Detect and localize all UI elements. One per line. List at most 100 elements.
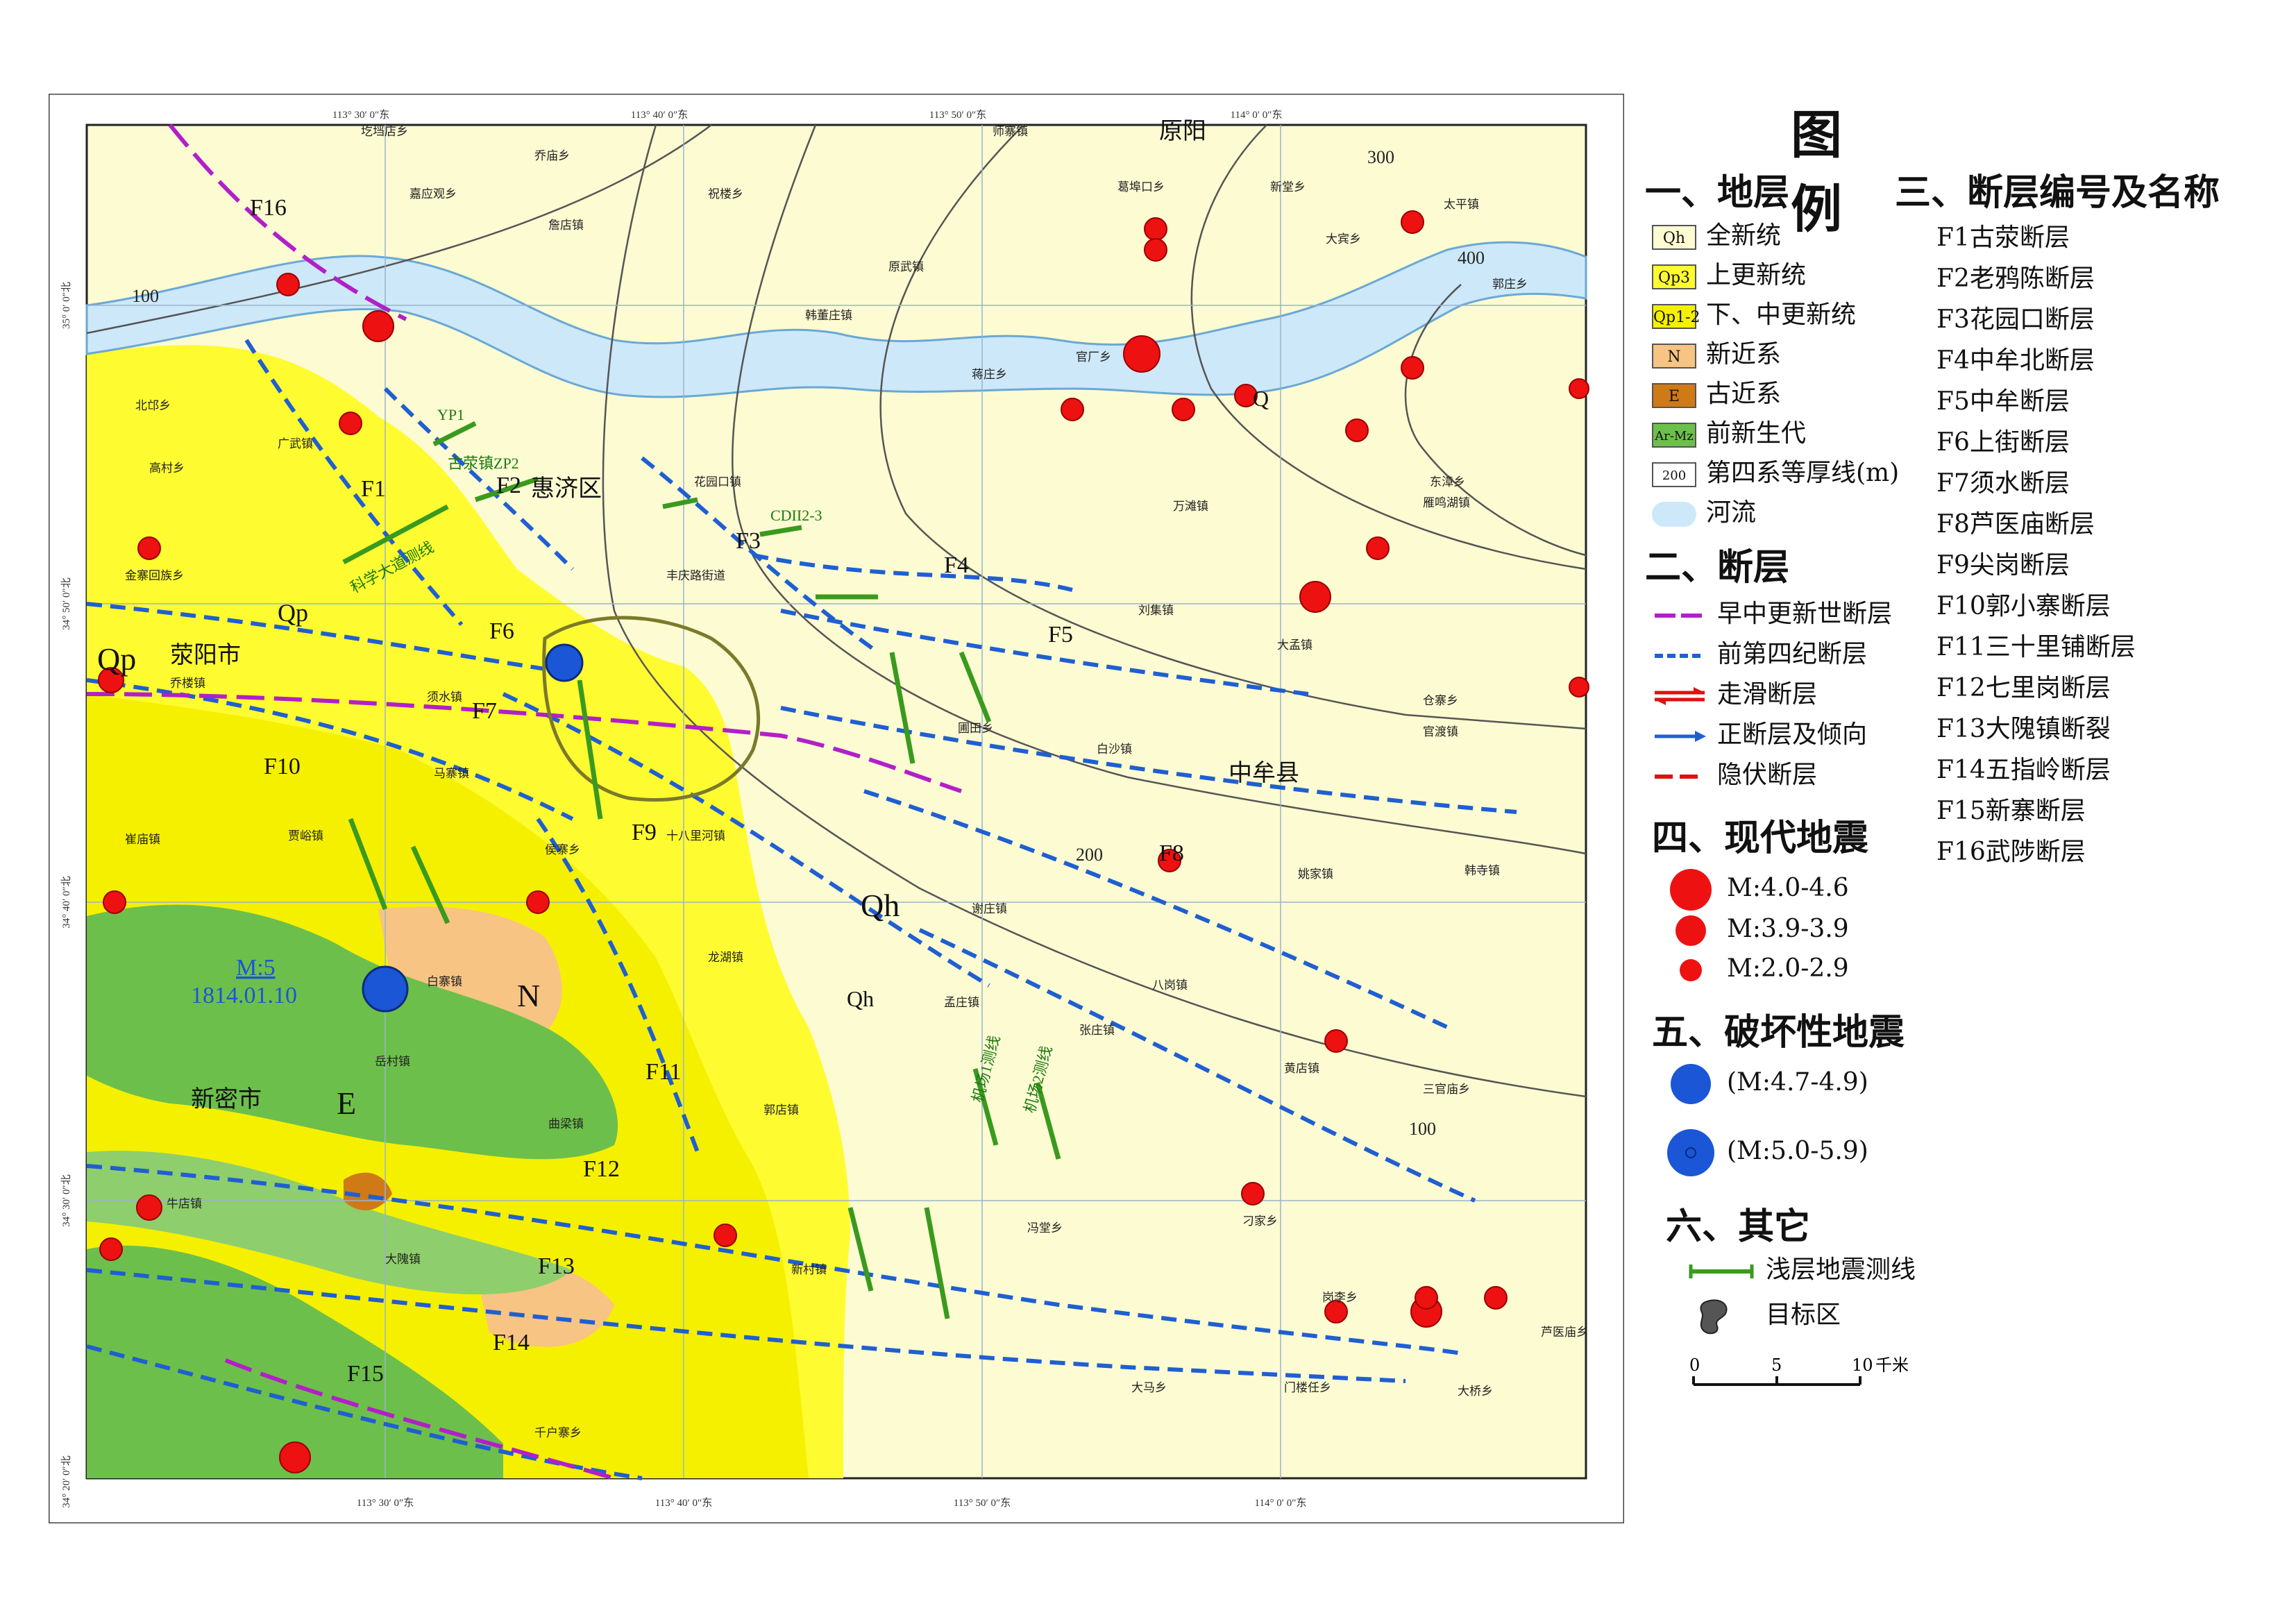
swatch-n: N bbox=[1652, 344, 1696, 369]
red-quake-large-icon bbox=[1670, 869, 1712, 911]
strata-label: 新近系 bbox=[1706, 340, 1782, 369]
town-label: 冯堂乡 bbox=[1027, 1221, 1063, 1235]
formation-qp-2: Qp bbox=[97, 641, 136, 677]
fault-name-f15: F15新寨断层 bbox=[1936, 797, 2086, 825]
fault-f3 bbox=[641, 456, 879, 654]
strike-slip-icon bbox=[1655, 687, 1705, 705]
section-other: 六、其它 bbox=[1666, 1206, 1811, 1248]
town-label: 原武镇 bbox=[888, 260, 924, 273]
survey-label-zp2: 古荥镇ZP2 bbox=[448, 455, 519, 472]
fault-name-f8: F8芦医庙断层 bbox=[1936, 510, 2095, 539]
purple-line-icon bbox=[1655, 614, 1705, 618]
town-label: 龙湖镇 bbox=[708, 951, 743, 964]
strata-label: 全新统 bbox=[1706, 221, 1782, 250]
fault-label-f13: F13 bbox=[538, 1253, 575, 1279]
fault-name-f5: F5中牟断层 bbox=[1936, 387, 2070, 416]
contour-label-300: 300 bbox=[1367, 147, 1394, 167]
city-xingyang: 荥阳市 bbox=[170, 642, 241, 668]
town-label: 大隗镇 bbox=[385, 1253, 421, 1266]
fault-f8 bbox=[863, 789, 1449, 1029]
red-dash-line-icon bbox=[1655, 775, 1705, 779]
town-label: 大马乡 bbox=[1131, 1381, 1167, 1394]
quake-item-medium: M:3.9-3.9 bbox=[1666, 913, 1849, 949]
survey-line-icon bbox=[1689, 1264, 1754, 1278]
town-label: 广武镇 bbox=[278, 437, 313, 450]
fault-label-f7: F7 bbox=[472, 698, 497, 724]
fault-item-purple: 早中更新世断层 bbox=[1652, 593, 1892, 629]
early-middle-pleistocene-faults bbox=[86, 124, 962, 1480]
lon-label-b1: 113° 30′ 0″东 bbox=[357, 1497, 414, 1509]
fault-name-f11: F11三十里铺断层 bbox=[1936, 633, 2136, 661]
town-label: 乔庙乡 bbox=[534, 149, 570, 162]
town-label: 谢庄镇 bbox=[972, 902, 1007, 915]
fault-label-f6: F6 bbox=[489, 618, 514, 644]
town-label: 詹店镇 bbox=[548, 219, 584, 232]
town-label: 圪垱店乡 bbox=[361, 125, 408, 138]
quake-label: (M:5.0-5.9) bbox=[1727, 1137, 1868, 1165]
quake-label: M:3.9-3.9 bbox=[1727, 915, 1849, 943]
town-label: 万滩镇 bbox=[1173, 500, 1208, 513]
target-area-icon bbox=[1700, 1299, 1728, 1335]
destructive-earthquakes bbox=[362, 643, 584, 1013]
other-label: 目标区 bbox=[1766, 1301, 1841, 1329]
fault-name-f4: F4中牟北断层 bbox=[1936, 346, 2095, 375]
fault-label-f1: F1 bbox=[361, 476, 386, 502]
town-label: 刘集镇 bbox=[1138, 604, 1174, 617]
fault-item-label: 正断层及倾向 bbox=[1717, 720, 1868, 749]
fault-f1 bbox=[244, 339, 464, 626]
survey-label-cdii: CDII2-3 bbox=[770, 507, 822, 524]
town-label: 黄店镇 bbox=[1284, 1062, 1319, 1075]
town-label: 花园口镇 bbox=[694, 475, 741, 489]
quake-item-small: M:2.0-2.9 bbox=[1666, 954, 1849, 986]
scale-tick-5: 5 bbox=[1771, 1355, 1782, 1375]
swatch-qh: Qh bbox=[1652, 225, 1696, 250]
town-label: 姚家镇 bbox=[1298, 868, 1333, 881]
fault-label-f3: F3 bbox=[736, 528, 761, 554]
town-label: 官渡镇 bbox=[1423, 725, 1458, 738]
fault-label-f11: F11 bbox=[645, 1059, 682, 1085]
strata-label: 下、中更新统 bbox=[1706, 301, 1857, 329]
other-item-survey: 浅层地震测线 bbox=[1687, 1249, 1916, 1285]
scale-tick-10: 10 bbox=[1852, 1355, 1873, 1375]
fault-f5 bbox=[780, 609, 1309, 696]
town-label: 八岗镇 bbox=[1152, 979, 1188, 992]
town-label: 官厂乡 bbox=[1076, 350, 1111, 364]
city-xinmi: 新密市 bbox=[191, 1086, 262, 1113]
fault-f12 bbox=[86, 1164, 1462, 1355]
formation-n: N bbox=[517, 978, 540, 1013]
town-label: 蒋庄乡 bbox=[972, 368, 1007, 381]
lon-label-3: 113° 50′ 0″东 bbox=[929, 109, 986, 121]
fault-label-f4: F4 bbox=[944, 552, 969, 578]
formation-q: Q bbox=[1253, 386, 1269, 411]
thickness-contours bbox=[86, 124, 1587, 1098]
formation-qh: Qh bbox=[861, 888, 900, 923]
lat-label-3: 34° 40′ 0″北 bbox=[60, 876, 72, 929]
quake-item-large: M:4.0-4.6 bbox=[1666, 868, 1849, 912]
strata-item-qh: Qh 全新统 bbox=[1652, 215, 1781, 251]
fault-item-red: 隐伏断层 bbox=[1652, 754, 1817, 790]
town-label: 千户寨乡 bbox=[534, 1426, 582, 1439]
blue-dash-line-icon bbox=[1655, 654, 1705, 658]
swatch-e: E bbox=[1652, 383, 1696, 408]
town-label: 北邙乡 bbox=[135, 399, 171, 412]
graticule bbox=[87, 125, 1586, 1478]
city-yuanyang: 原阳 bbox=[1159, 119, 1206, 144]
fault-f7 bbox=[86, 602, 573, 675]
town-label: 十八里河镇 bbox=[666, 829, 725, 843]
fault-f4 bbox=[752, 553, 1073, 592]
lon-label-2: 113° 40′ 0″东 bbox=[631, 109, 688, 121]
normal-fault-arrow-icon bbox=[1655, 731, 1706, 742]
other-label: 浅层地震测线 bbox=[1766, 1255, 1916, 1284]
survey-label-yp1: YP1 bbox=[437, 406, 464, 423]
strata-label: 河流 bbox=[1706, 498, 1757, 527]
town-label: 圃田乡 bbox=[958, 722, 993, 735]
yellow-river bbox=[85, 241, 1587, 398]
town-label: 芦医庙乡 bbox=[1541, 1326, 1588, 1339]
other-item-target: 目标区 bbox=[1687, 1294, 1841, 1337]
town-label: 嘉应观乡 bbox=[410, 187, 457, 201]
strata-label: 第四系等厚线(m) bbox=[1706, 459, 1900, 487]
fault-label-f9: F9 bbox=[632, 820, 657, 845]
legend-title: 图 例 bbox=[1791, 105, 2195, 239]
fault-f13 bbox=[86, 1268, 1406, 1383]
fault-f6-line bbox=[86, 692, 962, 793]
